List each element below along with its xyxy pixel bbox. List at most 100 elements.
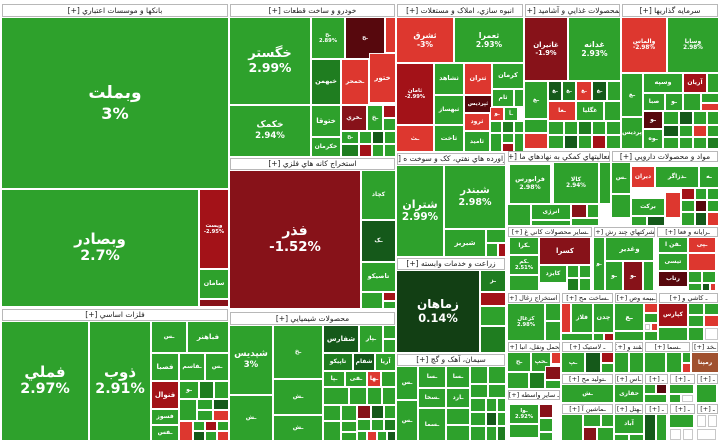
sector-header-35[interactable]: ـ ساير واسطه [+]	[508, 390, 560, 400]
treemap-tile-ـوه[interactable]: ـوه	[644, 130, 662, 148]
sector-header-33[interactable]: ـ [+]	[670, 404, 695, 414]
treemap-tile[interactable]	[630, 353, 643, 372]
treemap-tile[interactable]	[689, 254, 715, 270]
treemap-tile-آباد[interactable]: آباد	[615, 415, 643, 433]
treemap-tile[interactable]	[689, 316, 703, 326]
treemap-tile-وساپا[interactable]: وساپا 2.98%	[668, 18, 718, 72]
treemap-tile[interactable]	[697, 415, 706, 427]
treemap-tile-ـس[interactable]: ـس	[612, 163, 630, 193]
sector-header-28[interactable]: ـ [+]	[670, 374, 695, 384]
treemap-tile-ـدزاگر[interactable]: ـدزاگر	[656, 167, 698, 187]
sector-header-18[interactable]: ـبيمه وص [+]	[615, 293, 657, 303]
treemap-tile[interactable]	[615, 435, 628, 440]
treemap-tile-غانیران[interactable]: غانیران -1.9%	[525, 18, 567, 80]
treemap-tile[interactable]	[491, 134, 501, 151]
treemap-tile[interactable]	[579, 122, 591, 134]
treemap-tile[interactable]	[708, 74, 718, 92]
treemap-tile[interactable]	[373, 145, 383, 156]
treemap-tile[interactable]	[652, 324, 657, 330]
treemap-tile[interactable]	[670, 385, 693, 393]
treemap-tile[interactable]	[372, 420, 383, 430]
treemap-tile[interactable]	[645, 314, 657, 322]
treemap-tile-تاپیکو[interactable]: تاپیکو	[324, 354, 352, 370]
treemap-tile[interactable]	[368, 432, 376, 440]
treemap-tile-فسوز[interactable]: فسوز	[152, 410, 178, 424]
sector-header-20[interactable]: ـحمل ونقل، انبا [+]	[508, 342, 560, 352]
treemap-tile-رتاب[interactable]: رتاب	[659, 272, 687, 286]
treemap-tile[interactable]	[694, 138, 706, 148]
treemap-tile-ثاخت[interactable]: ثاخت	[435, 126, 463, 151]
treemap-tile[interactable]	[645, 304, 657, 312]
treemap-tile-خگستر[interactable]: خگستر 2.99%	[230, 18, 310, 104]
treemap-tile[interactable]	[562, 415, 582, 440]
treemap-tile-ثپردیس[interactable]: ثپردیس	[465, 96, 491, 112]
treemap-tile[interactable]	[487, 413, 496, 425]
treemap-tile-غگلیا[interactable]: غگلیا	[577, 102, 603, 120]
treemap-tile[interactable]	[697, 385, 716, 402]
sector-header-4[interactable]: محصولات شيميايي [+]	[230, 312, 395, 325]
sector-header-31[interactable]: ـهتل [+]	[615, 404, 643, 414]
treemap-tile[interactable]	[666, 193, 680, 217]
treemap-tile-ـو[interactable]: ـو	[491, 108, 503, 120]
treemap-tile[interactable]	[644, 262, 653, 290]
sector-header-2[interactable]: خودرو و ساخت قطعات [+]	[230, 4, 395, 17]
treemap-tile[interactable]	[481, 293, 505, 305]
treemap-tile[interactable]	[568, 266, 578, 277]
treemap-tile-کایزد[interactable]: کایزد	[540, 266, 566, 282]
treemap-tile-ـکرا[interactable]: ـکرا	[510, 238, 538, 254]
sector-header-9[interactable]: ـمحصولات غذايي و آشاميد [+]	[525, 4, 620, 17]
treemap-tile[interactable]	[605, 102, 620, 120]
treemap-tile[interactable]	[510, 276, 538, 290]
treemap-tile[interactable]	[682, 201, 694, 211]
treemap-tile[interactable]	[608, 82, 620, 100]
treemap-tile-ـز[interactable]: ـز	[481, 271, 505, 291]
treemap-tile[interactable]	[696, 189, 706, 199]
treemap-tile-فباهنر[interactable]: فباهنر	[188, 322, 228, 352]
treemap-tile-وسپه[interactable]: وسپه	[644, 74, 682, 92]
treemap-tile-ـک[interactable]: ـک	[362, 221, 395, 261]
treemap-tile[interactable]	[645, 385, 655, 393]
treemap-tile[interactable]	[206, 422, 216, 430]
treemap-tile[interactable]	[694, 112, 706, 124]
sector-header-10[interactable]: سرمايه گذاريها [+]	[622, 4, 718, 17]
treemap-tile[interactable]	[670, 395, 680, 402]
treemap-tile-ـغ[interactable]: ـغ	[549, 82, 561, 100]
treemap-tile[interactable]	[708, 201, 718, 211]
sector-header-14[interactable]: ـشرکتهاي چند رش [+]	[594, 227, 655, 237]
treemap-tile[interactable]	[659, 328, 687, 340]
sector-header-8[interactable]: سيمان، آهک و گچ [+]	[397, 354, 505, 366]
treemap-tile-آریا[interactable]: آریا	[376, 354, 395, 370]
treemap-tile-کچاد[interactable]: کچاد	[362, 171, 395, 219]
treemap-tile[interactable]	[194, 422, 204, 430]
treemap-tile-وبصادر[interactable]: وبصادر 2.7%	[2, 190, 198, 306]
treemap-tile[interactable]	[683, 429, 693, 440]
treemap-tile-ـفاسم[interactable]: ـفاسم	[180, 354, 204, 380]
treemap-tile-تاصیکو[interactable]: تاصیکو	[362, 263, 395, 291]
treemap-tile-ـو[interactable]: ـو	[624, 262, 642, 290]
sector-header-5[interactable]: انبوه سازي، املاک و مستغلات [+]	[397, 4, 523, 17]
treemap-tile[interactable]	[342, 145, 358, 156]
treemap-tile-ثعمرا[interactable]: ثعمرا 2.93%	[455, 18, 523, 62]
treemap-tile-سامان[interactable]: سامان	[200, 270, 228, 298]
treemap-tile-ـع[interactable]: ـع	[615, 304, 643, 330]
sector-header-7[interactable]: زراعت و خدمات وابسته [+]	[397, 258, 505, 270]
treemap-tile[interactable]	[383, 388, 395, 404]
treemap-tile[interactable]	[471, 367, 487, 383]
treemap-tile-وبملت[interactable]: وبملت 3%	[2, 18, 228, 188]
treemap-tile[interactable]	[708, 138, 718, 148]
treemap-tile-ـفن ا[interactable]: ـفن ا	[659, 238, 687, 252]
treemap-tile[interactable]	[568, 279, 578, 290]
sector-header-11[interactable]: ـفعاليتهاي کمکي به نهادهاي ما [+]	[508, 151, 610, 162]
treemap-tile[interactable]	[487, 427, 496, 440]
treemap-tile[interactable]	[546, 322, 560, 340]
treemap-tile[interactable]	[487, 230, 505, 242]
treemap-tile[interactable]	[664, 138, 678, 148]
treemap-tile[interactable]	[532, 221, 570, 225]
treemap-tile-ـو[interactable]: ـو	[594, 238, 604, 290]
treemap-tile-ـه[interactable]: ـه	[700, 167, 718, 187]
treemap-tile[interactable]	[657, 385, 666, 393]
treemap-tile[interactable]	[684, 94, 700, 110]
treemap-tile[interactable]	[358, 432, 366, 440]
treemap-tile-ـش[interactable]: ـش	[230, 396, 272, 440]
treemap-tile[interactable]	[503, 144, 513, 151]
